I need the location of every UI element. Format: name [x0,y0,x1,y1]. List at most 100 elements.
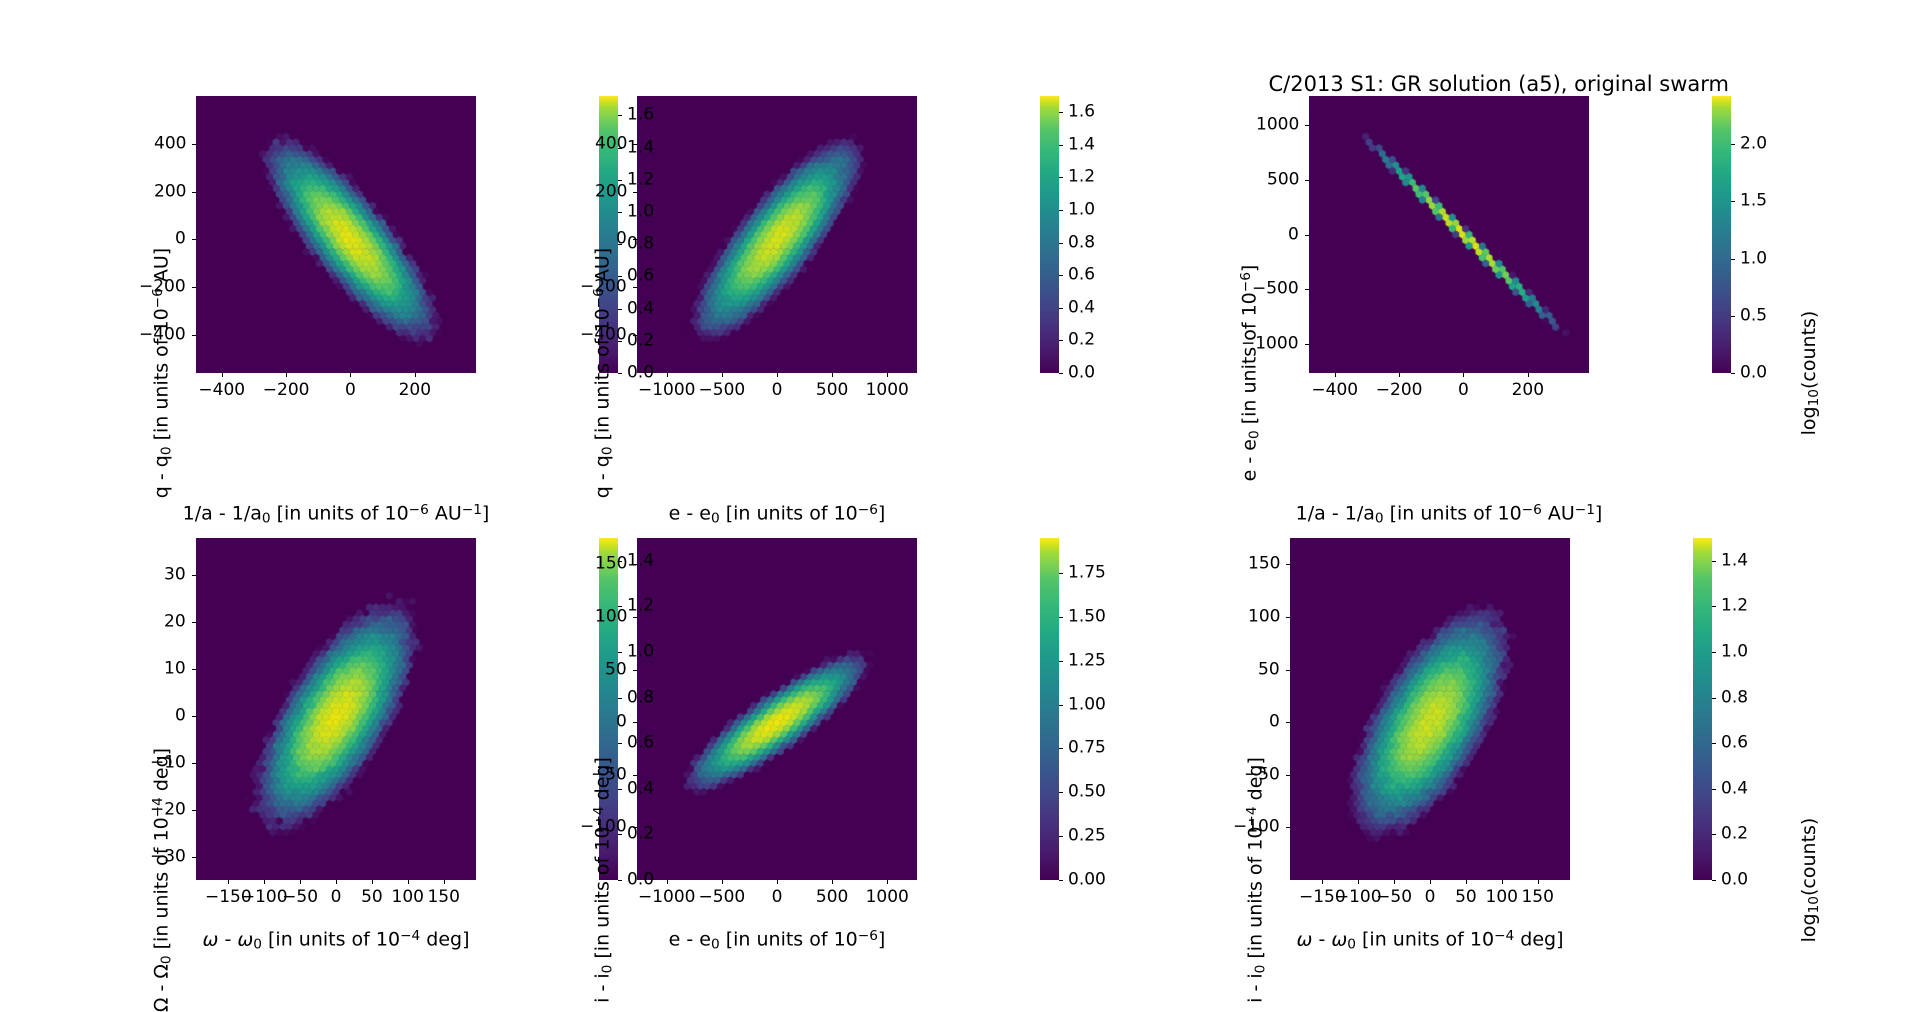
panel-4-colorbar-ticklabel: 0.4 [627,778,655,799]
panel-1-colorbar-ticklabel: 0.2 [627,330,655,351]
panel-5-colorbar-tick [1059,704,1063,706]
panel-2-colorbar-ticklabel: 1.4 [1068,134,1096,155]
panel-2-colorbar-tick [1059,307,1063,309]
panel-4-colorbar-ticklabel: 0.6 [627,732,655,753]
panel-5-xtick [666,880,668,884]
panel-1-colorbar-tick [618,179,622,181]
panel-6-xticklabel: −150 [1298,887,1346,907]
panel-2-colorbar[interactable] [1040,96,1059,373]
panel-6-ytick [1286,774,1290,776]
panel-5-colorbar-tick [1059,616,1063,618]
panel-3-colorbar-tick [1731,315,1735,317]
panel-3-yticklabel: 500 [1267,169,1300,190]
panel-2-ytick [633,191,637,193]
panel-1-ytick [192,191,196,193]
panel-3-colorbar-ticklabel: 0.0 [1740,362,1768,383]
panel-6-plot-area[interactable] [1290,538,1570,880]
panel-5-ytick [633,722,637,724]
panel-1-colorbar-tick [618,244,622,246]
panel-2-colorbar-tick [1059,340,1063,342]
panel-4-colorbar-tick [618,652,622,653]
panel-6-colorbar-ticklabel: 0.8 [1721,687,1749,708]
panel-4-xtick [228,880,230,884]
panel-3-ytick [1305,289,1309,291]
panel-5-plot-area[interactable] [637,538,917,880]
panel-6-colorbar-tick [1712,560,1716,562]
panel-1-colorbar-tick [618,308,622,310]
panel-2-colorbar-ticklabel: 1.6 [1068,101,1096,122]
panel-1-ytick [192,287,196,289]
panel-3-colorbar[interactable] [1712,96,1731,373]
panel-3-ytick [1305,125,1309,127]
panel-4-xtick [264,880,266,884]
panel-5-colorbar-gradient [1040,538,1059,880]
panel-2-yticklabel: 0 [616,228,627,249]
panel-6-colorbar-ticklabel: 0.2 [1721,823,1749,844]
panel-2-xtick [832,373,834,377]
panel-5-colorbar-tick [1059,748,1063,750]
panel-6-colorbar-ticklabel: 0.6 [1721,732,1749,753]
panel-5-ytick [633,564,637,566]
panel-6-xtick [1537,880,1539,884]
panel-3-xlabel: 1/a - 1/a0 [in units of 10−6 AU−1] [1295,502,1603,527]
panel-3-xtick [1527,373,1529,377]
panel-4-colorbar[interactable] [599,538,618,880]
panel-1-colorbar-ticklabel: 1.4 [627,137,655,158]
panel-5-colorbar[interactable] [1040,538,1059,880]
panel-1-yticklabel: 400 [154,133,187,154]
panel-3-colorbar-ticklabel: 2.0 [1740,133,1768,154]
panel-4-ytick [192,575,196,577]
panel-6-yticklabel: −100 [1233,816,1280,837]
panel-4-xtick [336,880,337,884]
panel-4-ytick [192,622,196,624]
panel-6-xticklabel: 150 [1521,887,1554,907]
panel-2-xtick [887,373,889,377]
panel-2-yticklabel: 200 [595,181,628,202]
panel-3-colorbar-tick [1731,258,1735,260]
panel-5-colorbar-ticklabel: 1.50 [1068,606,1106,627]
panel-6-colorbar[interactable] [1693,538,1712,880]
panel-6-yticklabel: 100 [1248,606,1281,627]
panel-1-ytick [192,334,196,336]
panel-3-ytick [1305,179,1309,181]
panel-6-hexbin-canvas [1290,538,1570,880]
panel-2-xticklabel: −1000 [637,380,696,400]
panel-1-plot-area[interactable] [196,96,476,373]
panel-3-yticklabel: −500 [1252,278,1299,299]
panel-6-xticklabel: 0 [1424,887,1436,907]
panel-5-colorbar-tick [1059,792,1063,794]
panel-2-colorbar-tick [1059,210,1063,212]
panel-6-ytick [1286,722,1290,724]
panel-6-colorbar-tick [1712,697,1716,699]
panel-5-ylabel: i - i0 [in units of 10−4 deg] [591,757,616,1003]
panel-4-ytick [192,809,196,811]
panel-1-xtick [221,373,223,377]
panel-6-colorbar-ticklabel: 1.0 [1721,641,1749,662]
panel-5-colorbar-tick [1059,660,1063,662]
panel-3-colorbar-gradient [1712,96,1731,373]
panel-5-colorbar-ticklabel: 0.75 [1068,737,1106,758]
panel-6-colorbar-tick [1712,743,1716,745]
panel-1-colorbar-ticklabel: 0.8 [627,233,655,254]
panel-5-xlabel: e - e0 [in units of 10−6] [668,928,886,953]
panel-2-plot-area[interactable] [637,96,917,373]
panel-3-xticklabel: 0 [1458,380,1469,400]
panel-2-ytick [633,143,637,145]
panel-1-xlabel: 1/a - 1/a0 [in units of 10−6 AU−1] [182,502,490,527]
panel-6-xtick [1322,880,1324,884]
panel-5-colorbar-tick [1059,880,1063,881]
panel-4-yticklabel: −30 [150,846,186,867]
panel-6-yticklabel: 0 [1269,711,1280,732]
panel-3-plot-area[interactable] [1309,96,1589,373]
panel-2-colorbar-ticklabel: 1.0 [1068,199,1096,220]
panel-6-colorbar-ticklabel: 1.4 [1721,550,1749,571]
panel-2-yticklabel: −400 [580,324,627,345]
panel-1-colorbar[interactable] [599,96,618,373]
panel-4-plot-area[interactable] [196,538,476,880]
panel-2-colorbar-tick [1059,177,1063,179]
panel-6-colorbar-ticklabel: 1.2 [1721,595,1749,616]
panel-1-xticklabel: −200 [262,380,310,400]
panel-5-xtick [777,880,778,884]
panel-2-xticklabel: −500 [698,380,746,400]
